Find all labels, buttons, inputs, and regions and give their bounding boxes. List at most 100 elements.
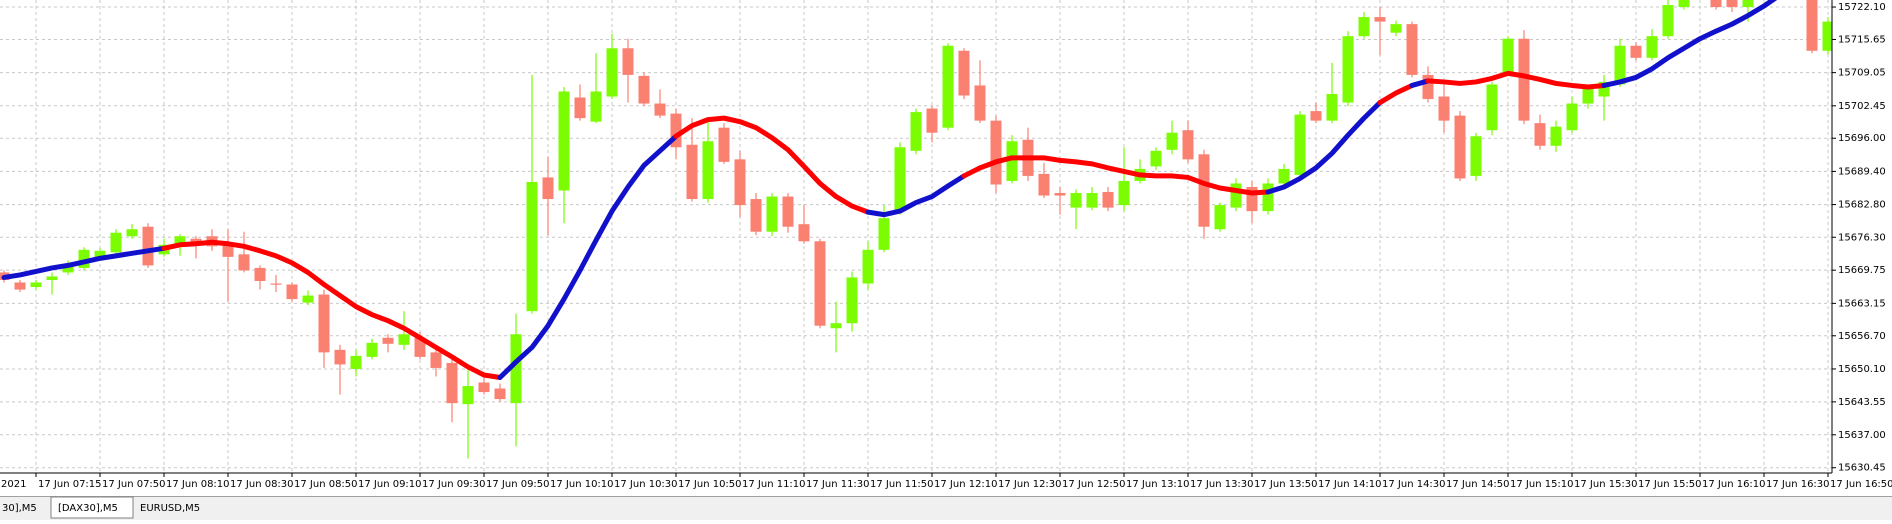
- x-tick-label: 17 Jun 09:50: [486, 479, 550, 490]
- candle-body: [1550, 126, 1562, 146]
- candle-body: [1166, 132, 1178, 150]
- candle-body: [1214, 205, 1226, 230]
- candle-body: [238, 254, 250, 271]
- candle-body: [302, 295, 314, 303]
- candle-body: [670, 113, 682, 148]
- candle-body: [862, 249, 874, 284]
- candle-body: [1726, 0, 1738, 8]
- moving-average: [161, 239, 503, 380]
- y-tick-label: 15715.65: [1838, 34, 1886, 45]
- x-tick-label: 17 Jun 13:30: [1190, 479, 1254, 490]
- candle-body: [830, 323, 842, 329]
- y-tick-label: 15702.45: [1838, 101, 1886, 112]
- moving-average: [1, 245, 167, 280]
- candle-body: [126, 229, 138, 237]
- moving-average: [1425, 70, 1607, 90]
- candle-body: [254, 267, 266, 281]
- candle-body: [1278, 168, 1290, 184]
- x-tick-label: 17 Jun 09:30: [422, 479, 486, 490]
- candle-body: [798, 224, 810, 242]
- candle-body: [1822, 21, 1832, 51]
- candle-body: [1710, 0, 1722, 8]
- x-tick-label: 17 Jun 09:10: [358, 479, 422, 490]
- candle-body: [574, 97, 586, 119]
- tab[interactable]: [DAX30],M5: [58, 503, 118, 514]
- candle-body: [62, 264, 74, 273]
- moving-average: [673, 115, 871, 215]
- candle-body: [1406, 24, 1418, 75]
- candle-body: [526, 181, 538, 312]
- candle-body: [846, 277, 858, 324]
- x-tick-label: 17 Jun 13:50: [1254, 479, 1318, 490]
- candle-body: [990, 120, 1002, 185]
- candle-body: [222, 242, 234, 257]
- candle-body: [318, 294, 330, 353]
- candle-body: [910, 112, 922, 151]
- x-tick-label: 2021: [1, 479, 26, 490]
- x-tick-label: 17 Jun 14:30: [1382, 479, 1446, 490]
- moving-average: [1601, 0, 1778, 88]
- moving-average: [1265, 100, 1383, 195]
- x-tick-label: 17 Jun 11:30: [806, 479, 870, 490]
- candle-body: [782, 196, 794, 227]
- candle-body: [558, 91, 570, 191]
- x-tick-label: 17 Jun 07:50: [102, 479, 166, 490]
- candle-body: [878, 218, 890, 250]
- candle-body: [1374, 17, 1386, 22]
- candle-body: [1678, 0, 1690, 8]
- tab[interactable]: 30],M5: [2, 503, 37, 514]
- y-tick-label: 15669.75: [1838, 265, 1886, 276]
- candle-body: [94, 250, 106, 259]
- x-tick-label: 17 Jun 16:50: [1830, 479, 1892, 490]
- candle-body: [1342, 36, 1354, 103]
- x-tick-label: 17 Jun 15:30: [1574, 479, 1638, 490]
- tab[interactable]: EURUSD,M5: [140, 503, 200, 514]
- candle-body: [606, 48, 618, 97]
- candle-body: [1070, 193, 1082, 208]
- candle-body: [30, 282, 42, 288]
- candle-body: [1470, 136, 1482, 176]
- candle-body: [942, 45, 954, 128]
- y-tick-label: 15709.05: [1838, 68, 1886, 79]
- candle-body: [1326, 93, 1338, 121]
- candle-body: [1742, 0, 1754, 8]
- x-tick-label: 17 Jun 10:50: [678, 479, 742, 490]
- candle-body: [958, 50, 970, 96]
- x-tick-label: 17 Jun 10:30: [614, 479, 678, 490]
- candle-body: [142, 226, 154, 266]
- candle-body: [1390, 24, 1402, 33]
- plot-area: [0, 0, 1832, 459]
- candle-body: [1246, 186, 1258, 212]
- candle-body: [1502, 38, 1514, 73]
- x-tick-label: 17 Jun 15:10: [1510, 479, 1574, 490]
- candle-body: [686, 144, 698, 200]
- candle-body: [1630, 45, 1642, 58]
- candle-body: [1230, 183, 1242, 208]
- candle-body: [702, 141, 714, 200]
- candle-body: [1262, 183, 1274, 212]
- candle-body: [174, 236, 186, 244]
- candle-body: [414, 337, 426, 357]
- candle-body: [14, 282, 26, 290]
- y-tick-label: 15682.80: [1838, 200, 1886, 211]
- grid: [0, 0, 1832, 473]
- candle-body: [638, 75, 650, 104]
- x-tick-label: 17 Jun 16:10: [1702, 479, 1766, 490]
- candle-body: [286, 284, 298, 300]
- candle-body: [1118, 180, 1130, 206]
- y-tick-label: 15676.30: [1838, 232, 1886, 243]
- x-tick-label: 17 Jun 08:10: [166, 479, 230, 490]
- candle-body: [1198, 154, 1210, 227]
- y-tick-label: 15656.70: [1838, 331, 1886, 342]
- candle-body: [1294, 114, 1306, 175]
- tab-bar: [0, 496, 1892, 520]
- candle-body: [1310, 111, 1322, 121]
- candle-body: [894, 147, 906, 212]
- candle-body: [926, 108, 938, 133]
- x-tick-label: 17 Jun 08:50: [294, 479, 358, 490]
- candle-body: [446, 362, 458, 404]
- candle-body: [1422, 74, 1434, 100]
- candle-body: [1646, 36, 1658, 58]
